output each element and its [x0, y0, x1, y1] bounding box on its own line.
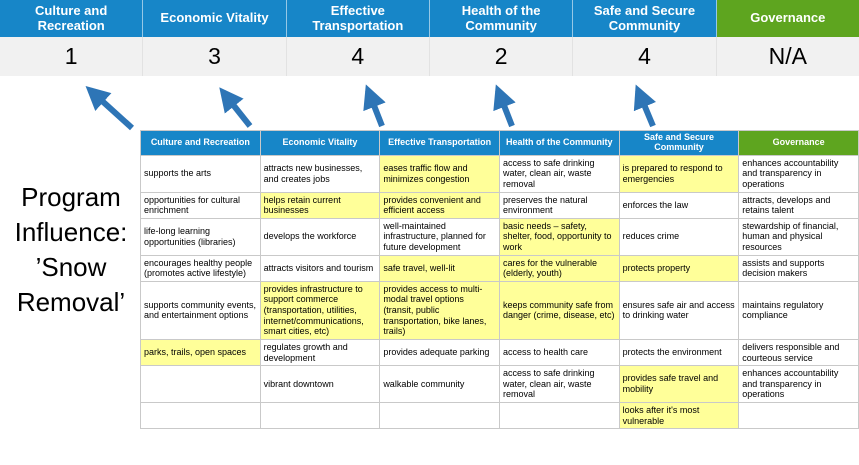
matrix-cell: provides adequate parking [379, 338, 500, 367]
matrix-row-8: looks after it's most vulnerable [140, 401, 859, 430]
matrix-cell: helps retain current businesses [259, 191, 381, 219]
matrix-cell: vibrant downtown [259, 365, 381, 403]
matrix-cell: provides access to multi-modal travel op… [379, 280, 500, 340]
matrix-cell [379, 401, 500, 430]
matrix-cell: maintains regulatory compliance [738, 280, 859, 340]
score-arrows [85, 84, 656, 131]
matrix-cell: preserves the natural environment [498, 191, 620, 219]
matrix-cell: enhances accountability and transparency… [738, 154, 859, 193]
category-header-health-of-the-community: Health of the Community [429, 0, 574, 37]
matrix-cell: well-maintained infrastructure, planned … [379, 217, 500, 256]
matrix-cell: attracts new businesses, and creates job… [259, 154, 381, 193]
up-arrow-transportation [363, 84, 386, 128]
matrix-cell: access to safe drinking water, clean air… [498, 365, 620, 403]
matrix-cell: provides safe travel and mobility [618, 365, 740, 403]
matrix-cell [140, 401, 261, 430]
matrix-cell [140, 365, 261, 403]
matrix-row-2: opportunities for cultural enrichment hel… [140, 191, 859, 219]
category-score-effective-transportation: 4 [287, 37, 430, 76]
category-header-economic-vitality: Economic Vitality [143, 0, 287, 37]
matrix-cell: enhances accountability and transparency… [738, 365, 859, 403]
matrix-cell: cares for the vulnerable (elderly, youth… [498, 254, 620, 282]
matrix-cell: basic needs – safety, shelter, food, opp… [498, 217, 620, 256]
matrix-cell: eases traffic flow and minimizes congest… [379, 154, 500, 193]
matrix-row-6: parks, trails, open spaces regulates grow… [140, 338, 859, 367]
matrix-cell: parks, trails, open spaces [140, 338, 261, 367]
matrix-cell: protects property [618, 254, 740, 282]
category-header-effective-transportation: Effective Transportation [286, 0, 430, 37]
matrix-cell: encourages healthy people (promotes acti… [140, 254, 261, 282]
category-header-culture-and-recreation: Culture and Recreation [0, 0, 144, 37]
matrix-cell: attracts, develops and retains talent [738, 191, 859, 219]
matrix-cell: reduces crime [618, 217, 740, 256]
up-arrow-economic [219, 87, 253, 128]
matrix-cell: access to health care [498, 338, 620, 367]
matrix-cell: stewardship of financial, human and phys… [738, 217, 859, 256]
category-header-governance: Governance [716, 0, 859, 37]
matrix-cell: protects the environment [618, 338, 740, 367]
category-header-safe-and-secure-community: Safe and Secure Community [573, 0, 717, 37]
up-arrow-culture [85, 85, 135, 131]
program-title: Program Influence: ’Snow Removal’ [14, 182, 128, 318]
matrix-cell [738, 401, 859, 430]
matrix-header-economic-vitality: Economic Vitality [259, 130, 381, 156]
category-score-economic-vitality: 3 [143, 37, 287, 76]
matrix-row-5: supports community events, and entertain… [140, 280, 859, 340]
matrix-header-row: Culture and Recreation Economic Vitality E… [140, 130, 859, 156]
matrix-cell: opportunities for cultural enrichment [140, 191, 261, 219]
matrix-cell: provides convenient and efficient access [379, 191, 500, 219]
matrix-cell: ensures safe air and access to drinking … [618, 280, 740, 340]
category-score-culture-and-recreation: 1 [0, 37, 144, 76]
matrix-header-culture-and-recreation: Culture and Recreation [140, 130, 261, 156]
matrix-cell: regulates growth and development [259, 338, 381, 367]
matrix-cell: provides infrastructure to support comme… [259, 280, 381, 340]
matrix-header-effective-transportation: Effective Transportation [379, 130, 500, 156]
matrix-header-health-of-the-community: Health of the Community [498, 130, 620, 156]
matrix-row-3: life-long learning opportunities (librar… [140, 217, 859, 256]
up-arrow-health [493, 84, 516, 128]
matrix-cell: supports the arts [140, 154, 261, 193]
matrix-cell: life-long learning opportunities (librar… [140, 217, 261, 256]
matrix-row-7: vibrant downtown walkable community access… [140, 365, 859, 403]
matrix-cell: walkable community [379, 365, 500, 403]
matrix-header-governance: Governance [738, 130, 859, 156]
matrix-body: supports the arts attracts new businesses… [140, 154, 859, 430]
matrix-cell: delivers responsible and courteous servi… [738, 338, 859, 367]
matrix-row-4: encourages healthy people (promotes acti… [140, 254, 859, 282]
matrix-cell: enforces the law [618, 191, 740, 219]
matrix-cell [498, 401, 620, 430]
matrix-cell: safe travel, well-lit [379, 254, 500, 282]
matrix-cell: supports community events, and entertain… [140, 280, 261, 340]
up-arrow-safe-secure [633, 84, 656, 128]
matrix-cell: assists and supports decision makers [738, 254, 859, 282]
matrix-cell: attracts visitors and tourism [259, 254, 381, 282]
matrix-cell: keeps community safe from danger (crime,… [498, 280, 620, 340]
category-score-health-of-the-community: 2 [430, 37, 574, 76]
matrix-cell [259, 401, 381, 430]
matrix-header-safe-and-secure-community: Safe and Secure Community [618, 130, 740, 156]
category-score-governance: N/A [768, 43, 807, 69]
matrix-cell: develops the workforce [259, 217, 381, 256]
score-row: 1 3 4 2 4 N/A [0, 37, 859, 76]
matrix-cell: looks after it's most vulnerable [618, 401, 740, 430]
matrix-cell: is prepared to respond to emergencies [618, 154, 740, 193]
matrix-cell: access to safe drinking water, clean air… [498, 154, 620, 193]
matrix-row-1: supports the arts attracts new businesses… [140, 154, 859, 193]
category-header-row: Culture and Recreation Economic Vitality E… [0, 0, 859, 37]
influence-matrix: Culture and Recreation Economic Vitality E… [140, 130, 859, 430]
category-score-safe-and-secure-community: 4 [573, 37, 717, 76]
